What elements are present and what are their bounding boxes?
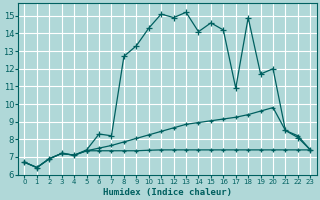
X-axis label: Humidex (Indice chaleur): Humidex (Indice chaleur)	[103, 188, 232, 197]
